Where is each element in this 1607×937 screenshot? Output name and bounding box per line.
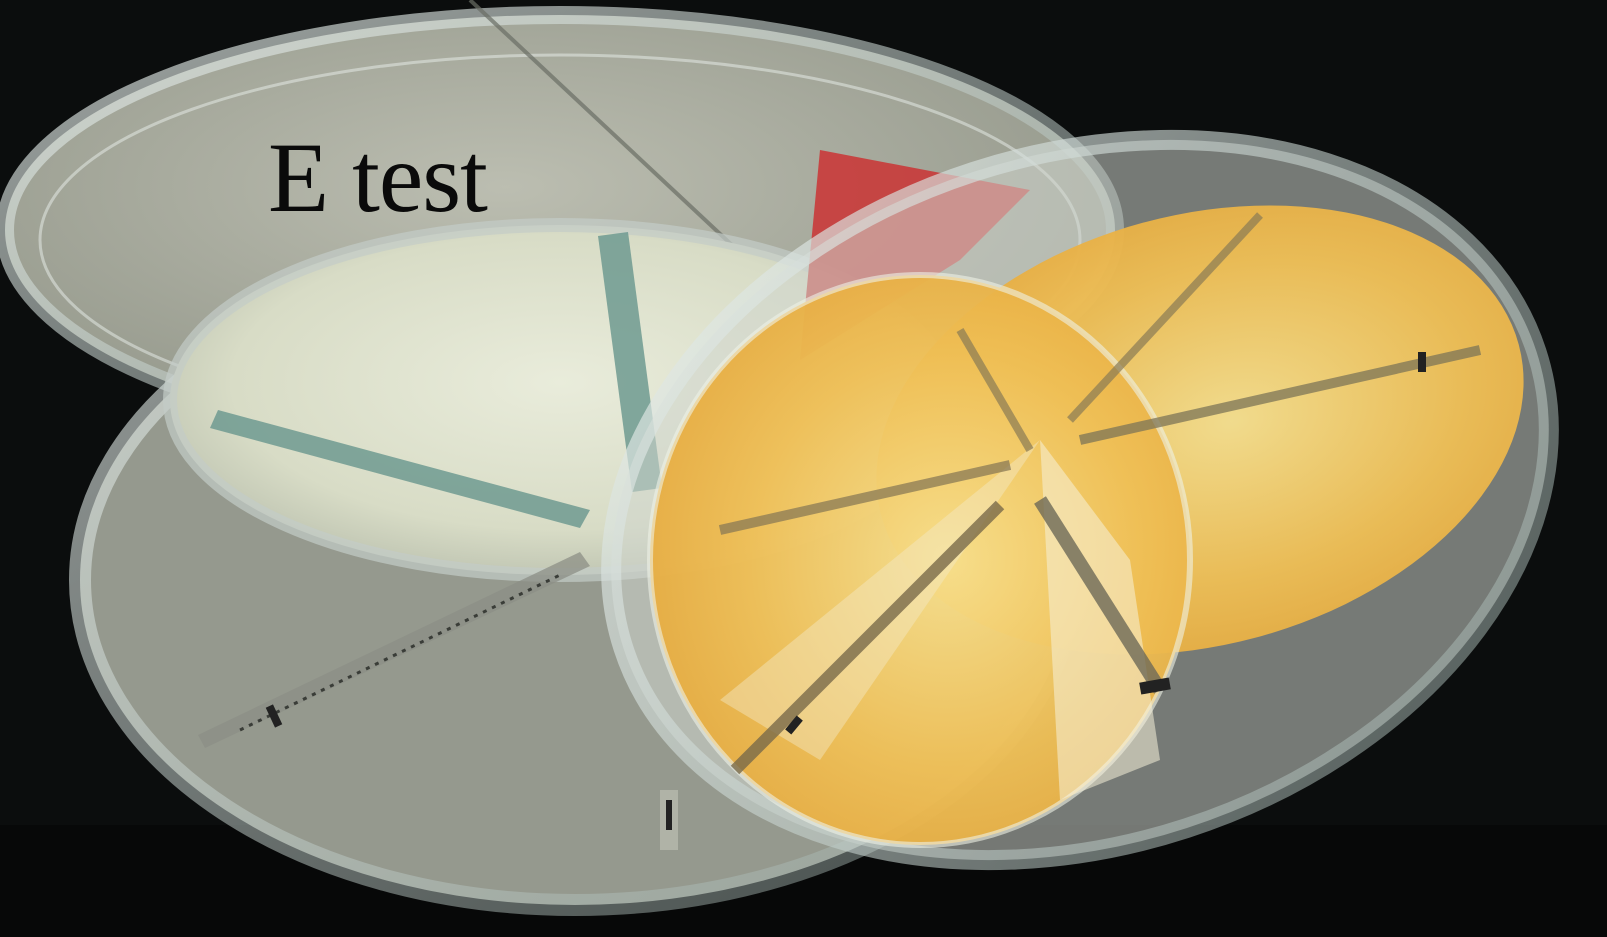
- gray-strip-lower: [198, 552, 590, 748]
- blue-green-strip-diagonal: [210, 410, 590, 528]
- yellow-dish-strip-5: [1067, 212, 1263, 423]
- front-petri-dish: [601, 129, 1559, 871]
- yellow-dish-strip-2: [718, 460, 1012, 535]
- yellow-dish-strip-3: [1034, 496, 1166, 694]
- yellow-dish-strip-6: [956, 327, 1034, 453]
- yellow-dish-strip-4: [1078, 345, 1482, 445]
- yellow-dish-strip-1: [730, 500, 1005, 775]
- caption-e-test: E test: [268, 122, 488, 233]
